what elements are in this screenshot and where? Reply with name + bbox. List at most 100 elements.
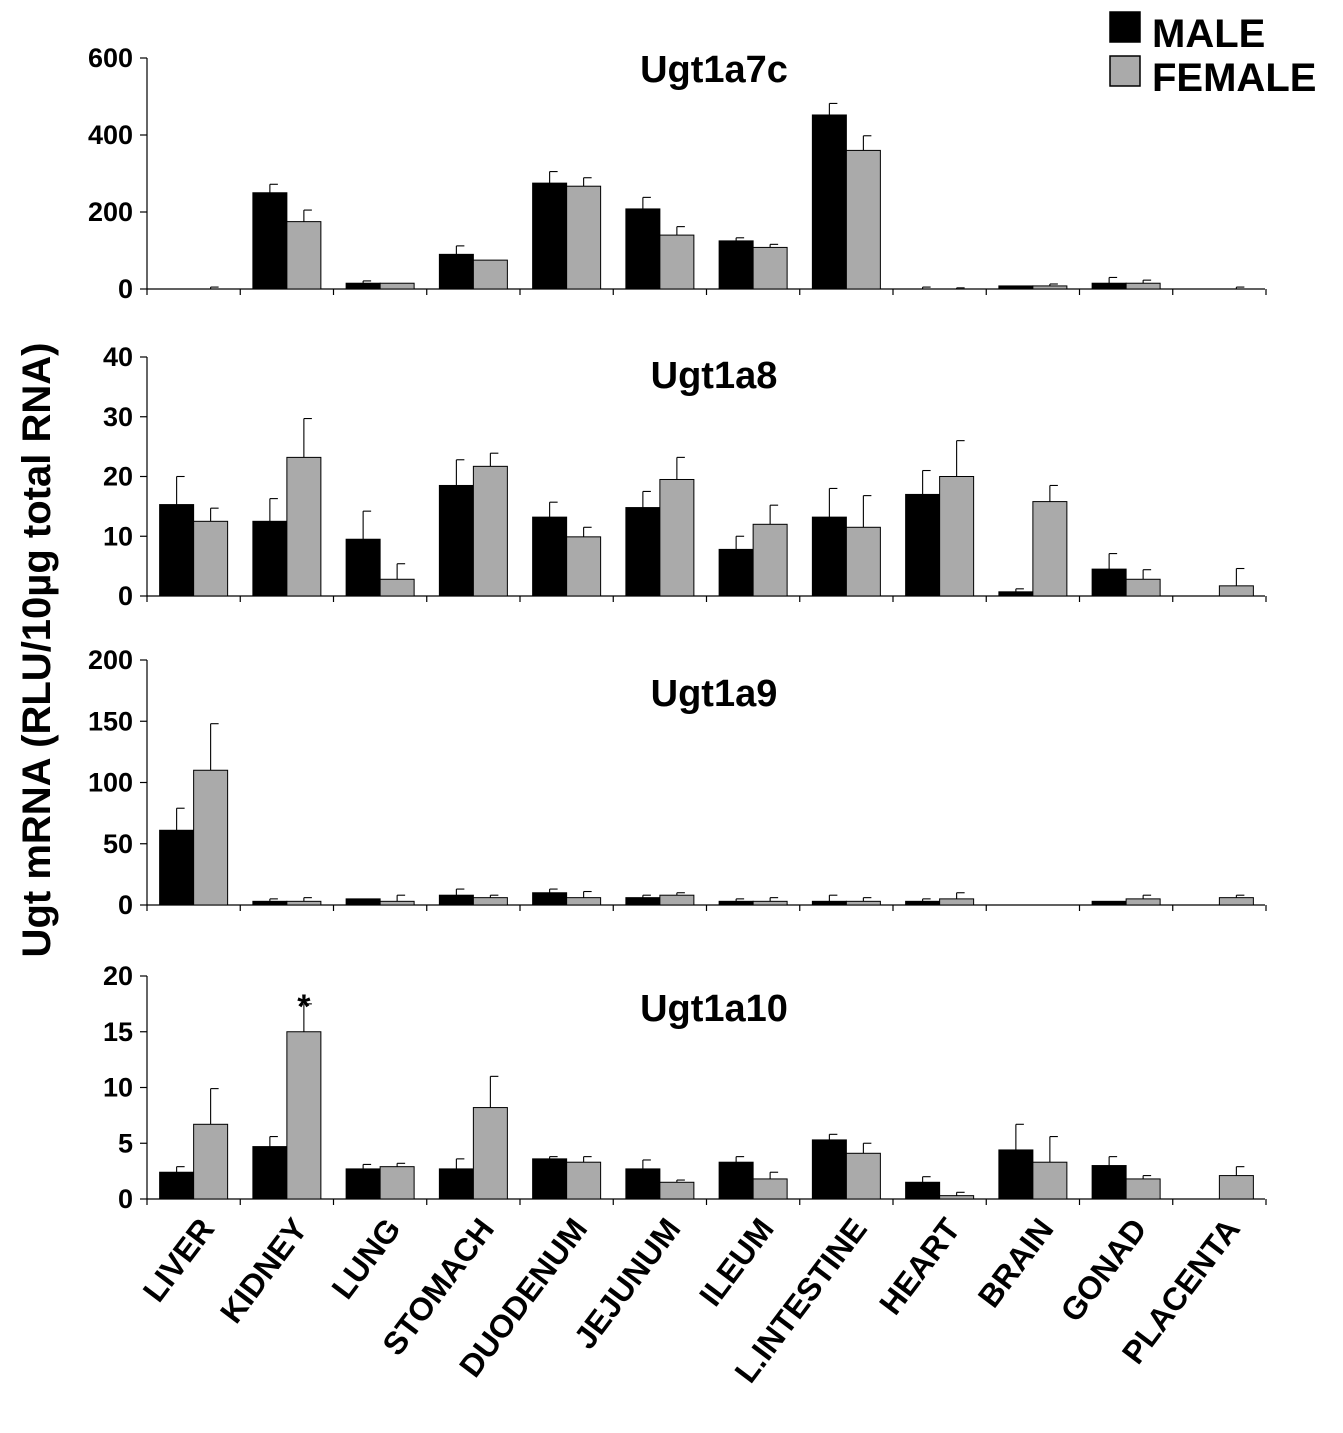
chart-panel-ugt1a7c: Ugt1a7c 0 200 400 600	[88, 43, 1267, 304]
bar-female-jejunum	[659, 1181, 695, 1200]
bar-female-lung	[379, 1166, 415, 1200]
bar-female-brain	[1032, 501, 1068, 597]
y-tick-label: 200	[88, 645, 133, 675]
bar-male-kidney	[252, 520, 288, 597]
y-tick-label: 400	[88, 120, 133, 150]
legend: MALE FEMALE	[1109, 11, 1316, 100]
bar-female-placenta	[1218, 1175, 1254, 1200]
bar-female-l.intestine	[845, 900, 881, 906]
bar-female-kidney	[286, 1031, 322, 1200]
y-tick-label: 0	[118, 890, 133, 920]
bar-male-heart	[905, 493, 941, 597]
bar-male-ileum	[718, 548, 754, 597]
y-tick-label: 20	[103, 961, 133, 991]
bar-male-gonad	[1091, 568, 1127, 597]
bar-female-gonad	[1125, 282, 1161, 290]
y-tick-label: 0	[118, 1184, 133, 1214]
bar-female-duodenum	[566, 185, 602, 290]
bar-male-lung	[345, 1168, 381, 1200]
bar-female-ileum	[752, 523, 788, 597]
bar-female-l.intestine	[845, 526, 881, 597]
y-tick-label: 10	[103, 521, 133, 551]
bar-female-jejunum	[659, 234, 695, 290]
bar-female-stomach	[472, 259, 508, 290]
panel-title: Ugt1a8	[651, 355, 778, 397]
chart-panels: Ugt1a7c0200400600Ugt1a8010203040Ugt1a905…	[88, 43, 1267, 1214]
bar-male-jejunum	[625, 208, 661, 290]
bar-male-duodenum	[532, 516, 568, 597]
bar-male-duodenum	[532, 892, 568, 906]
y-tick-label: 100	[88, 768, 133, 798]
bar-male-kidney	[252, 1146, 288, 1200]
x-tick-label-brain: BRAIN	[971, 1212, 1061, 1315]
bar-male-heart	[905, 1181, 941, 1200]
x-tick-label-kidney: KIDNEY	[213, 1212, 315, 1330]
bar-male-stomach	[438, 894, 474, 906]
bar-male-lung	[345, 282, 381, 290]
bar-male-duodenum	[532, 1158, 568, 1200]
y-tick-label: 20	[103, 462, 133, 492]
legend-label-male: MALE	[1152, 12, 1265, 56]
bar-female-l.intestine	[845, 1152, 881, 1200]
y-tick-label: 50	[103, 829, 133, 859]
bar-female-brain	[1032, 1161, 1068, 1200]
bar-male-ileum	[718, 900, 754, 906]
x-tick-label-ileum: ILEUM	[692, 1212, 781, 1313]
y-tick-label: 150	[88, 706, 133, 736]
bar-male-stomach	[438, 484, 474, 597]
panel-title: Ugt1a9	[651, 673, 778, 715]
bar-male-duodenum	[532, 182, 568, 290]
y-tick-label: 40	[103, 342, 133, 372]
bar-male-gonad	[1091, 282, 1127, 290]
bar-female-kidney	[286, 900, 322, 906]
y-axis-label: Ugt mRNA (RLU/10µg total RNA)	[15, 343, 59, 958]
bar-female-stomach	[472, 465, 508, 597]
legend-swatch-male	[1109, 11, 1141, 43]
bar-female-stomach	[472, 897, 508, 906]
y-tick-label: 600	[88, 43, 133, 73]
bar-female-lung	[379, 900, 415, 906]
bar-female-liver	[193, 769, 229, 906]
panel-title: Ugt1a10	[640, 988, 788, 1030]
bar-female-heart	[939, 1195, 975, 1200]
significance-asterisk: *	[297, 988, 311, 1026]
bar-female-duodenum	[566, 1161, 602, 1200]
x-tick-label-gonad: GONAD	[1053, 1212, 1153, 1329]
bar-female-kidney	[286, 456, 322, 597]
chart-panel-ugt1a8: Ugt1a8 0 10 20 30 40	[103, 342, 1267, 611]
bar-male-lung	[345, 538, 381, 597]
bar-male-l.intestine	[811, 1139, 847, 1200]
bar-male-liver	[159, 1171, 195, 1200]
bar-male-brain	[998, 1149, 1034, 1200]
bar-male-l.intestine	[811, 900, 847, 906]
bar-male-kidney	[252, 192, 288, 290]
bar-female-kidney	[286, 221, 322, 290]
bar-female-placenta	[1218, 897, 1254, 906]
bar-male-brain	[998, 591, 1034, 597]
bar-female-placenta	[1218, 585, 1254, 597]
bar-male-jejunum	[625, 1168, 661, 1200]
panel-title: Ugt1a7c	[640, 49, 788, 91]
bar-female-jejunum	[659, 894, 695, 906]
bar-female-ileum	[752, 1178, 788, 1200]
bar-male-gonad	[1091, 1165, 1127, 1200]
bar-female-gonad	[1125, 578, 1161, 597]
y-tick-label: 5	[118, 1128, 133, 1158]
bar-male-gonad	[1091, 900, 1127, 906]
bar-female-lung	[379, 578, 415, 597]
bar-female-liver	[193, 1123, 229, 1200]
bar-female-stomach	[472, 1107, 508, 1200]
bar-male-stomach	[438, 253, 474, 290]
legend-label-female: FEMALE	[1152, 56, 1316, 100]
bar-male-liver	[159, 829, 195, 906]
bar-male-stomach	[438, 1168, 474, 1200]
x-tick-label-heart: HEART	[872, 1211, 967, 1321]
bar-male-jejunum	[625, 507, 661, 597]
bar-female-brain	[1032, 285, 1068, 290]
y-tick-label: 30	[103, 402, 133, 432]
bar-male-kidney	[252, 900, 288, 906]
bar-female-gonad	[1125, 898, 1161, 906]
bar-female-gonad	[1125, 1178, 1161, 1200]
